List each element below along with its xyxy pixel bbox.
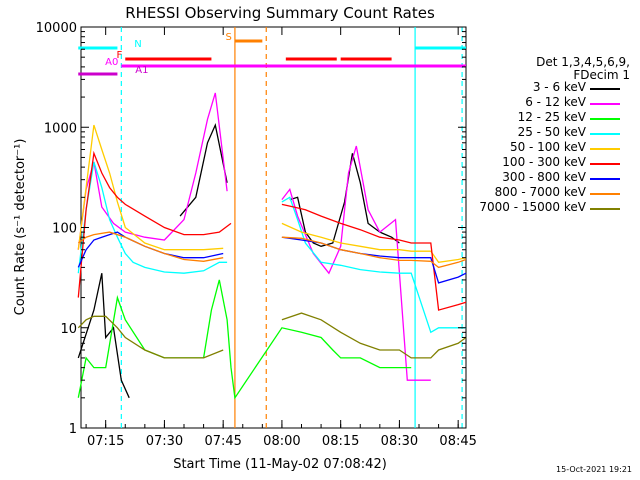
legend-label-9: 7000 - 15000 keV bbox=[479, 200, 586, 214]
legend-label-8: 800 - 7000 keV bbox=[494, 185, 586, 199]
legend-label-5: 50 - 100 keV bbox=[509, 140, 586, 154]
legend-item-8: 800 - 7000 keV bbox=[470, 185, 630, 203]
legend-label-6: 100 - 300 keV bbox=[502, 155, 586, 169]
series-line-9 bbox=[77, 312, 467, 359]
x-tick-label-3: 07:45 bbox=[204, 434, 241, 449]
flag-label-n: N bbox=[134, 39, 141, 50]
series-line-4 bbox=[77, 161, 466, 334]
legend-swatch-3 bbox=[590, 118, 620, 120]
legend-label-4: 25 - 50 keV bbox=[517, 125, 586, 139]
legend-swatch-1 bbox=[590, 88, 620, 90]
x-axis-label: Start Time (11-May-02 07:08:42) bbox=[173, 457, 387, 472]
x-tick-label-5: 08:15 bbox=[322, 434, 359, 449]
legend-label-2: 6 - 12 keV bbox=[525, 95, 586, 109]
legend-swatch-8 bbox=[590, 193, 620, 195]
flag-label-a0: A0 bbox=[105, 57, 118, 68]
x-tick-label-4: 08:00 bbox=[263, 434, 300, 449]
x-tick-label-1: 07:15 bbox=[87, 434, 124, 449]
legend-label-7: 300 - 800 keV bbox=[502, 170, 586, 184]
legend-item-7: 300 - 800 keV bbox=[470, 170, 630, 188]
x-tick-label-6: 08:30 bbox=[381, 434, 418, 449]
series-line-6 bbox=[77, 150, 467, 311]
legend-title-line1: Det 1,3,4,5,6,9, bbox=[536, 55, 630, 69]
legend-swatch-9 bbox=[590, 208, 620, 210]
flag-label-s: S bbox=[226, 32, 232, 43]
timestamp: 15-Oct-2021 19:21 bbox=[556, 465, 632, 474]
chart-title: RHESSI Observing Summary Count Rates bbox=[125, 4, 435, 22]
legend-label-1: 3 - 6 keV bbox=[532, 80, 586, 94]
series-line-3 bbox=[77, 279, 412, 400]
flag-label-a1: A1 bbox=[135, 65, 148, 76]
series-line-5 bbox=[77, 124, 467, 263]
legend-swatch-6 bbox=[590, 163, 620, 165]
y-tick-label-4: 1000 bbox=[44, 121, 77, 136]
legend-title-line2: FDecim 1 bbox=[573, 68, 630, 82]
y-axis-label: Count Rate (s⁻¹ detector⁻¹) bbox=[13, 139, 28, 316]
x-tick-label-7: 08:45 bbox=[439, 434, 476, 449]
legend-item-3: 12 - 25 keV bbox=[470, 110, 630, 128]
y-tick-label-2: 10 bbox=[60, 322, 77, 337]
y-tick-label-1: 1 bbox=[69, 422, 77, 437]
legend-swatch-5 bbox=[590, 148, 620, 150]
x-tick-label-2: 07:30 bbox=[146, 434, 183, 449]
plot-frame bbox=[80, 26, 467, 429]
legend-item-5: 50 - 100 keV bbox=[470, 140, 630, 158]
y-tick-label-5: 10000 bbox=[36, 21, 77, 36]
legend-swatch-4 bbox=[590, 133, 620, 135]
legend-item-4: 25 - 50 keV bbox=[470, 125, 630, 143]
legend-label-3: 12 - 25 keV bbox=[517, 110, 586, 124]
y-tick-label-3: 100 bbox=[52, 222, 77, 237]
legend-item-1: 3 - 6 keV bbox=[470, 80, 630, 98]
series-line-8 bbox=[77, 231, 467, 269]
legend-item-6: 100 - 300 keV bbox=[470, 155, 630, 173]
legend-swatch-2 bbox=[590, 103, 620, 105]
legend-item-2: 6 - 12 keV bbox=[470, 95, 630, 113]
legend-item-9: 7000 - 15000 keV bbox=[470, 200, 630, 218]
legend-swatch-7 bbox=[590, 178, 620, 180]
flag-label-f: F bbox=[116, 50, 122, 61]
